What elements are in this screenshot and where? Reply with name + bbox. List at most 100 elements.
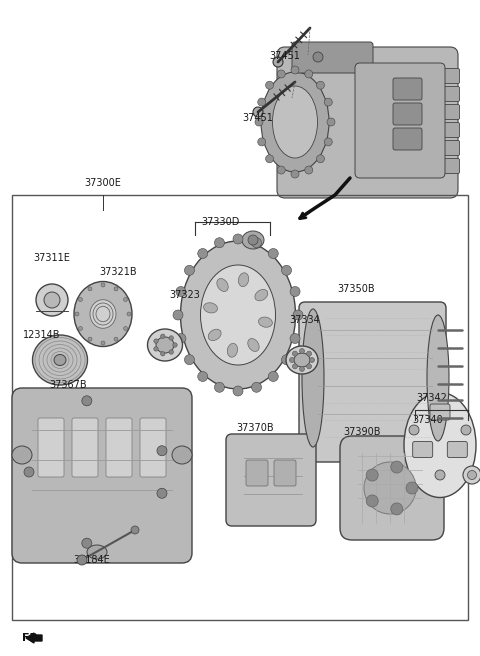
Ellipse shape: [36, 284, 68, 316]
Circle shape: [173, 310, 183, 320]
Circle shape: [161, 352, 165, 356]
Ellipse shape: [208, 329, 221, 340]
Circle shape: [77, 555, 87, 565]
Circle shape: [327, 118, 335, 126]
Ellipse shape: [273, 86, 317, 158]
FancyBboxPatch shape: [246, 460, 268, 486]
Circle shape: [305, 166, 313, 174]
Text: 37334: 37334: [289, 315, 320, 325]
Circle shape: [176, 333, 186, 344]
Circle shape: [289, 358, 295, 363]
Text: 37311E: 37311E: [34, 253, 71, 263]
Circle shape: [75, 312, 79, 316]
FancyBboxPatch shape: [413, 441, 432, 457]
FancyBboxPatch shape: [419, 140, 459, 155]
Circle shape: [169, 336, 173, 340]
FancyBboxPatch shape: [419, 68, 459, 83]
Ellipse shape: [404, 392, 476, 497]
Ellipse shape: [364, 462, 416, 514]
FancyArrow shape: [26, 633, 42, 643]
Circle shape: [123, 327, 128, 331]
Circle shape: [79, 327, 83, 331]
Text: 37451: 37451: [242, 113, 274, 123]
Circle shape: [198, 371, 208, 382]
Ellipse shape: [248, 338, 259, 352]
FancyBboxPatch shape: [419, 159, 459, 173]
Circle shape: [391, 461, 403, 473]
Circle shape: [252, 237, 262, 248]
FancyBboxPatch shape: [393, 128, 422, 150]
Ellipse shape: [463, 466, 480, 484]
Circle shape: [366, 495, 378, 507]
Circle shape: [169, 350, 173, 354]
Circle shape: [300, 367, 304, 371]
Text: 37342: 37342: [417, 393, 447, 403]
Circle shape: [127, 312, 131, 316]
Circle shape: [293, 310, 303, 320]
Circle shape: [215, 237, 225, 248]
Ellipse shape: [44, 292, 60, 308]
Ellipse shape: [172, 446, 192, 464]
Circle shape: [268, 371, 278, 382]
FancyBboxPatch shape: [355, 63, 445, 178]
Ellipse shape: [33, 335, 87, 385]
Circle shape: [277, 166, 285, 174]
Circle shape: [157, 445, 167, 456]
Ellipse shape: [96, 306, 110, 321]
Text: 37370B: 37370B: [236, 423, 274, 433]
Ellipse shape: [259, 317, 272, 327]
Circle shape: [157, 488, 167, 499]
Circle shape: [255, 118, 263, 126]
FancyBboxPatch shape: [419, 87, 459, 102]
Ellipse shape: [204, 303, 217, 313]
Ellipse shape: [90, 300, 116, 328]
FancyBboxPatch shape: [419, 123, 459, 138]
Ellipse shape: [87, 545, 107, 559]
Circle shape: [300, 348, 304, 354]
Circle shape: [88, 337, 92, 341]
Circle shape: [252, 382, 262, 392]
Circle shape: [268, 249, 278, 258]
Circle shape: [435, 470, 445, 480]
Circle shape: [154, 347, 158, 351]
FancyBboxPatch shape: [72, 418, 98, 477]
Circle shape: [82, 538, 92, 548]
Circle shape: [366, 469, 378, 481]
Circle shape: [305, 70, 313, 78]
FancyBboxPatch shape: [299, 302, 446, 462]
Circle shape: [233, 234, 243, 244]
Circle shape: [184, 265, 194, 276]
Text: 37321B: 37321B: [99, 267, 137, 277]
Text: 37350B: 37350B: [337, 284, 375, 294]
Circle shape: [198, 249, 208, 258]
Circle shape: [316, 155, 324, 163]
Ellipse shape: [273, 57, 283, 67]
Circle shape: [101, 341, 105, 345]
Ellipse shape: [228, 343, 238, 358]
Circle shape: [101, 283, 105, 287]
Circle shape: [176, 287, 186, 297]
FancyBboxPatch shape: [226, 434, 316, 526]
Circle shape: [409, 425, 419, 435]
FancyBboxPatch shape: [340, 436, 444, 540]
Circle shape: [258, 138, 266, 146]
Ellipse shape: [201, 265, 276, 365]
Circle shape: [307, 351, 312, 356]
Circle shape: [282, 355, 291, 365]
Circle shape: [258, 98, 266, 106]
Ellipse shape: [156, 337, 174, 353]
Ellipse shape: [217, 279, 228, 291]
Circle shape: [114, 287, 118, 291]
Circle shape: [114, 337, 118, 341]
Circle shape: [292, 364, 298, 369]
Ellipse shape: [294, 353, 310, 367]
Ellipse shape: [12, 446, 32, 464]
Text: 36184E: 36184E: [73, 555, 110, 565]
Ellipse shape: [468, 470, 477, 480]
Circle shape: [265, 155, 274, 163]
Circle shape: [313, 52, 323, 62]
Circle shape: [316, 81, 324, 89]
Text: 12314B: 12314B: [23, 330, 61, 340]
Circle shape: [173, 343, 177, 347]
Circle shape: [88, 287, 92, 291]
